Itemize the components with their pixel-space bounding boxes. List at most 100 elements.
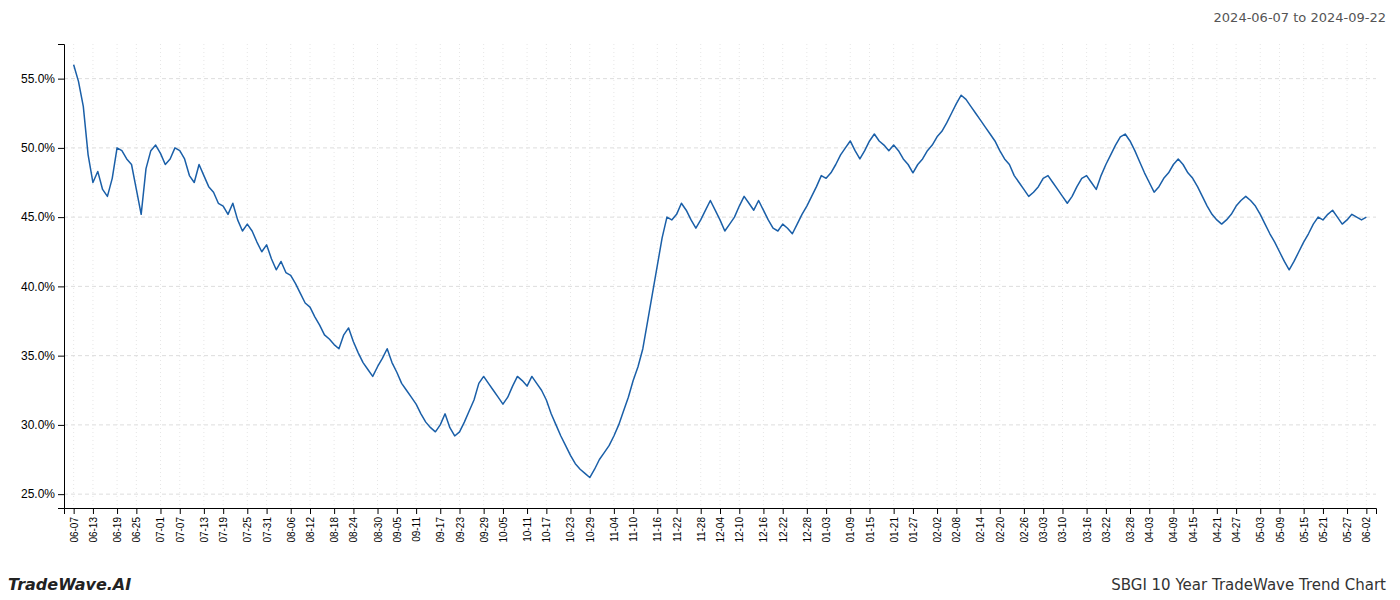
grid-line-x (1086, 44, 1087, 508)
x-tick: 07-13 (199, 508, 210, 543)
y-tick-label: 40.0% (21, 280, 55, 294)
grid-line-x (720, 44, 721, 508)
x-tick-label: 03-03 (1038, 517, 1049, 543)
x-tick: 06-02 (1361, 508, 1372, 543)
line (74, 65, 1367, 478)
x-tick-label: 10-23 (565, 517, 576, 543)
grid-line-x (826, 44, 827, 508)
x-tick-mark (1043, 508, 1044, 514)
x-tick: 12-04 (715, 508, 726, 543)
x-tick-mark (1304, 508, 1305, 514)
x-tick-label: 03-16 (1082, 517, 1093, 543)
x-axis-line (65, 509, 1377, 515)
x-tick-mark (614, 508, 615, 514)
y-tick-label: 30.0% (21, 418, 55, 432)
x-tick-mark (503, 508, 504, 514)
x-tick: 08-30 (373, 508, 384, 543)
x-tick-label: 04-21 (1212, 517, 1223, 543)
x-tick: 06-07 (69, 508, 80, 543)
x-tick-mark (807, 508, 808, 514)
x-tick-label: 08-18 (329, 517, 340, 543)
x-tick: 11-16 (652, 508, 663, 542)
x-tick-mark (826, 508, 827, 514)
grid-line-x (763, 44, 764, 508)
x-tick-mark (484, 508, 485, 514)
annotation: TradeWave.AI (8, 575, 131, 594)
grid-line-x (377, 44, 378, 508)
x-tick-mark (1106, 508, 1107, 514)
x-tick-label: 09-05 (392, 517, 403, 543)
x-tick-label: 11-04 (609, 517, 620, 542)
x-tick: 09-23 (455, 508, 466, 543)
x-tick-label: 10-05 (498, 517, 509, 543)
subtitle: 2024-06-07 to 2024-09-22 (1214, 10, 1386, 25)
grid-line-x (483, 44, 484, 508)
grid-line-x (806, 44, 807, 508)
x-tick-label: 02-02 (932, 517, 943, 543)
x-tick: 05-27 (1342, 508, 1353, 543)
x-axis: 06-0706-1306-1906-2507-0107-0707-1307-19… (65, 508, 1377, 543)
x-tick: 03-10 (1057, 508, 1068, 543)
y-tick: 50.0% (21, 141, 64, 155)
grid-line-x (570, 44, 571, 508)
title: SBGI 10 Year TradeWave Trend Chart (1111, 576, 1386, 594)
grid-line-x (912, 44, 913, 508)
grid-line-x (850, 44, 851, 508)
x-tick-mark (440, 508, 441, 514)
grid-line-x (160, 44, 161, 508)
x-tick-mark (783, 508, 784, 514)
x-tick-label: 08-12 (305, 517, 316, 543)
x-tick-label: 02-14 (975, 517, 986, 543)
grid-line-x (1236, 44, 1237, 508)
x-tick: 05-21 (1318, 508, 1329, 543)
x-tick-mark (180, 508, 181, 514)
grid-line-x (459, 44, 460, 508)
x-tick: 04-09 (1168, 508, 1179, 543)
x-tick: 03-28 (1125, 508, 1136, 543)
x-tick-label: 12-10 (734, 517, 745, 543)
x-tick-label: 11-16 (652, 517, 663, 542)
x-tick: 02-14 (975, 508, 986, 543)
x-tick-label: 07-19 (218, 517, 229, 543)
x-tick: 02-02 (932, 508, 943, 543)
x-tick: 09-17 (435, 508, 446, 543)
x-tick: 07-19 (218, 508, 229, 543)
x-tick-mark (956, 508, 957, 514)
grid-line-x (546, 44, 547, 508)
x-tick: 08-12 (305, 508, 316, 543)
grid-line-y (64, 286, 1376, 287)
grid-line-x (502, 44, 503, 508)
y-tick: 30.0% (21, 418, 64, 432)
x-tick-mark (353, 508, 354, 514)
y-tick: 40.0% (21, 280, 64, 294)
x-tick-mark (291, 508, 292, 514)
x-tick-mark (870, 508, 871, 514)
chart: 25.0%30.0%35.0%40.0%45.0%50.0%55.0%06-07… (0, 0, 1400, 600)
y-tick: 25.0% (21, 487, 64, 501)
x-tick-mark (1366, 508, 1367, 514)
x-tick: 03-16 (1082, 508, 1093, 543)
x-tick-label: 02-08 (951, 517, 962, 543)
grid-line-x (1347, 44, 1348, 508)
x-tick-label: 08-30 (373, 517, 384, 543)
x-tick: 11-22 (672, 508, 683, 542)
x-tick: 02-20 (995, 508, 1006, 543)
x-tick: 12-28 (802, 508, 813, 543)
grid-line-x (782, 44, 783, 508)
x-tick-mark (657, 508, 658, 514)
x-tick-mark (633, 508, 634, 514)
x-tick-label: 04-09 (1168, 517, 1179, 543)
x-tick: 12-22 (778, 508, 789, 543)
x-tick-label: 07-07 (175, 517, 186, 543)
x-tick: 04-21 (1212, 508, 1223, 543)
x-tick: 10-17 (541, 508, 552, 543)
x-tick-mark (913, 508, 914, 514)
x-tick-mark (1217, 508, 1218, 514)
grid-line-x (1216, 44, 1217, 508)
grid-line-x (937, 44, 938, 508)
grid-line-x (117, 44, 118, 508)
x-tick: 12-10 (734, 508, 745, 543)
x-tick-mark (247, 508, 248, 514)
x-tick-label: 12-04 (715, 517, 726, 543)
grid-line-x (92, 44, 93, 508)
